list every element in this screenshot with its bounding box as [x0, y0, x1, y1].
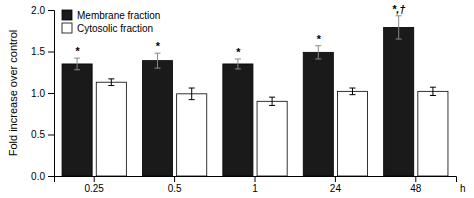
x-tick: 24 [330, 176, 342, 194]
x-tick-mark [174, 176, 175, 182]
annotation: * [236, 46, 241, 58]
chart: 0.0 0.5 1.0 1.5 2.0 0.25 0.5 1 24 48 * * * * *,† h Membr… [0, 0, 474, 198]
y-tick-label: 0.5 [31, 129, 45, 140]
y-tick-mark [48, 176, 54, 177]
legend-swatch [62, 23, 72, 33]
y-tick-label: 1.0 [31, 88, 45, 99]
error-bar [269, 97, 275, 105]
bar [223, 64, 253, 176]
bar [177, 94, 207, 176]
error-bar-line [189, 88, 195, 100]
marks [62, 16, 448, 176]
annotations: * * * * *,† [75, 3, 405, 58]
y-axis-line [48, 11, 55, 177]
annotation: * [316, 33, 321, 45]
error-bar [74, 58, 80, 70]
x-tick: 0.5 [168, 176, 182, 194]
y-tick: 1.5 [31, 46, 54, 57]
y-tick: 0.5 [31, 129, 54, 140]
y-tick-label: 0.0 [31, 171, 45, 182]
error-bar [315, 46, 321, 59]
x-tick-label: 48 [410, 183, 422, 194]
legend-swatch [62, 10, 72, 20]
series [96, 79, 448, 176]
x-tick-mark [94, 176, 95, 182]
x-tick-mark [415, 176, 416, 182]
bar [257, 101, 287, 176]
x-axis: 0.25 0.5 1 24 48 [55, 176, 457, 194]
y-tick: 1.0 [31, 88, 54, 99]
plot-area: 0.0 0.5 1.0 1.5 2.0 0.25 0.5 1 24 48 * * * * *,† h Membr… [31, 3, 465, 194]
x-tick-label: 0.5 [168, 183, 182, 194]
x-tick-label: 0.25 [84, 183, 104, 194]
bar [303, 52, 333, 176]
y-tick-mark [48, 93, 54, 94]
y-tick: 0.0 [31, 171, 54, 182]
error-bar [396, 16, 402, 39]
error-bar-line [350, 88, 356, 95]
error-bar [235, 59, 241, 69]
x-tick-label: 1 [252, 183, 258, 194]
y-axis-title: Fold increase over control [7, 30, 19, 157]
y-axis: 0.0 0.5 1.0 1.5 2.0 [31, 5, 54, 182]
y-tick-label: 2.0 [31, 5, 45, 16]
legend-item: Membrane fraction [62, 10, 160, 21]
annotation: * [155, 40, 160, 52]
x-tick-mark [255, 176, 256, 182]
bar [337, 91, 367, 176]
legend: Membrane fraction Cytosolic fraction [62, 10, 160, 34]
error-bar-line [396, 16, 402, 39]
y-tick-label: 1.5 [31, 46, 45, 57]
error-bar-line [108, 79, 114, 86]
error-bar [108, 79, 114, 86]
y-tick: 2.0 [31, 5, 54, 16]
error-bar [154, 53, 160, 68]
x-axis-line [55, 177, 457, 183]
error-bar [189, 88, 195, 100]
error-bar-line [74, 58, 80, 70]
error-bar-line [430, 87, 436, 95]
bar [142, 61, 172, 176]
error-bar [430, 87, 436, 95]
x-tick: 0.25 [84, 176, 104, 194]
error-bar [350, 88, 356, 95]
series [62, 16, 414, 176]
legend-label: Membrane fraction [77, 10, 160, 21]
error-bar-line [315, 46, 321, 59]
legend-item: Cytosolic fraction [62, 23, 153, 34]
bar [418, 91, 448, 176]
bar [62, 64, 92, 176]
y-tick-mark [48, 10, 54, 11]
bar [384, 27, 414, 176]
error-bar-line [154, 53, 160, 68]
error-bar-line [269, 97, 275, 105]
error-bar-line [235, 59, 241, 69]
bar [96, 82, 126, 176]
legend-label: Cytosolic fraction [77, 23, 153, 34]
y-tick-mark [48, 135, 54, 136]
x-tick: 1 [252, 176, 258, 194]
y-tick-mark [48, 52, 54, 53]
x-tick-label: 24 [330, 183, 342, 194]
annotation: *,† [392, 3, 405, 15]
annotation: * [75, 45, 80, 57]
x-tick-mark [335, 176, 336, 182]
x-axis-title: h [460, 183, 466, 194]
x-tick: 48 [410, 176, 422, 194]
